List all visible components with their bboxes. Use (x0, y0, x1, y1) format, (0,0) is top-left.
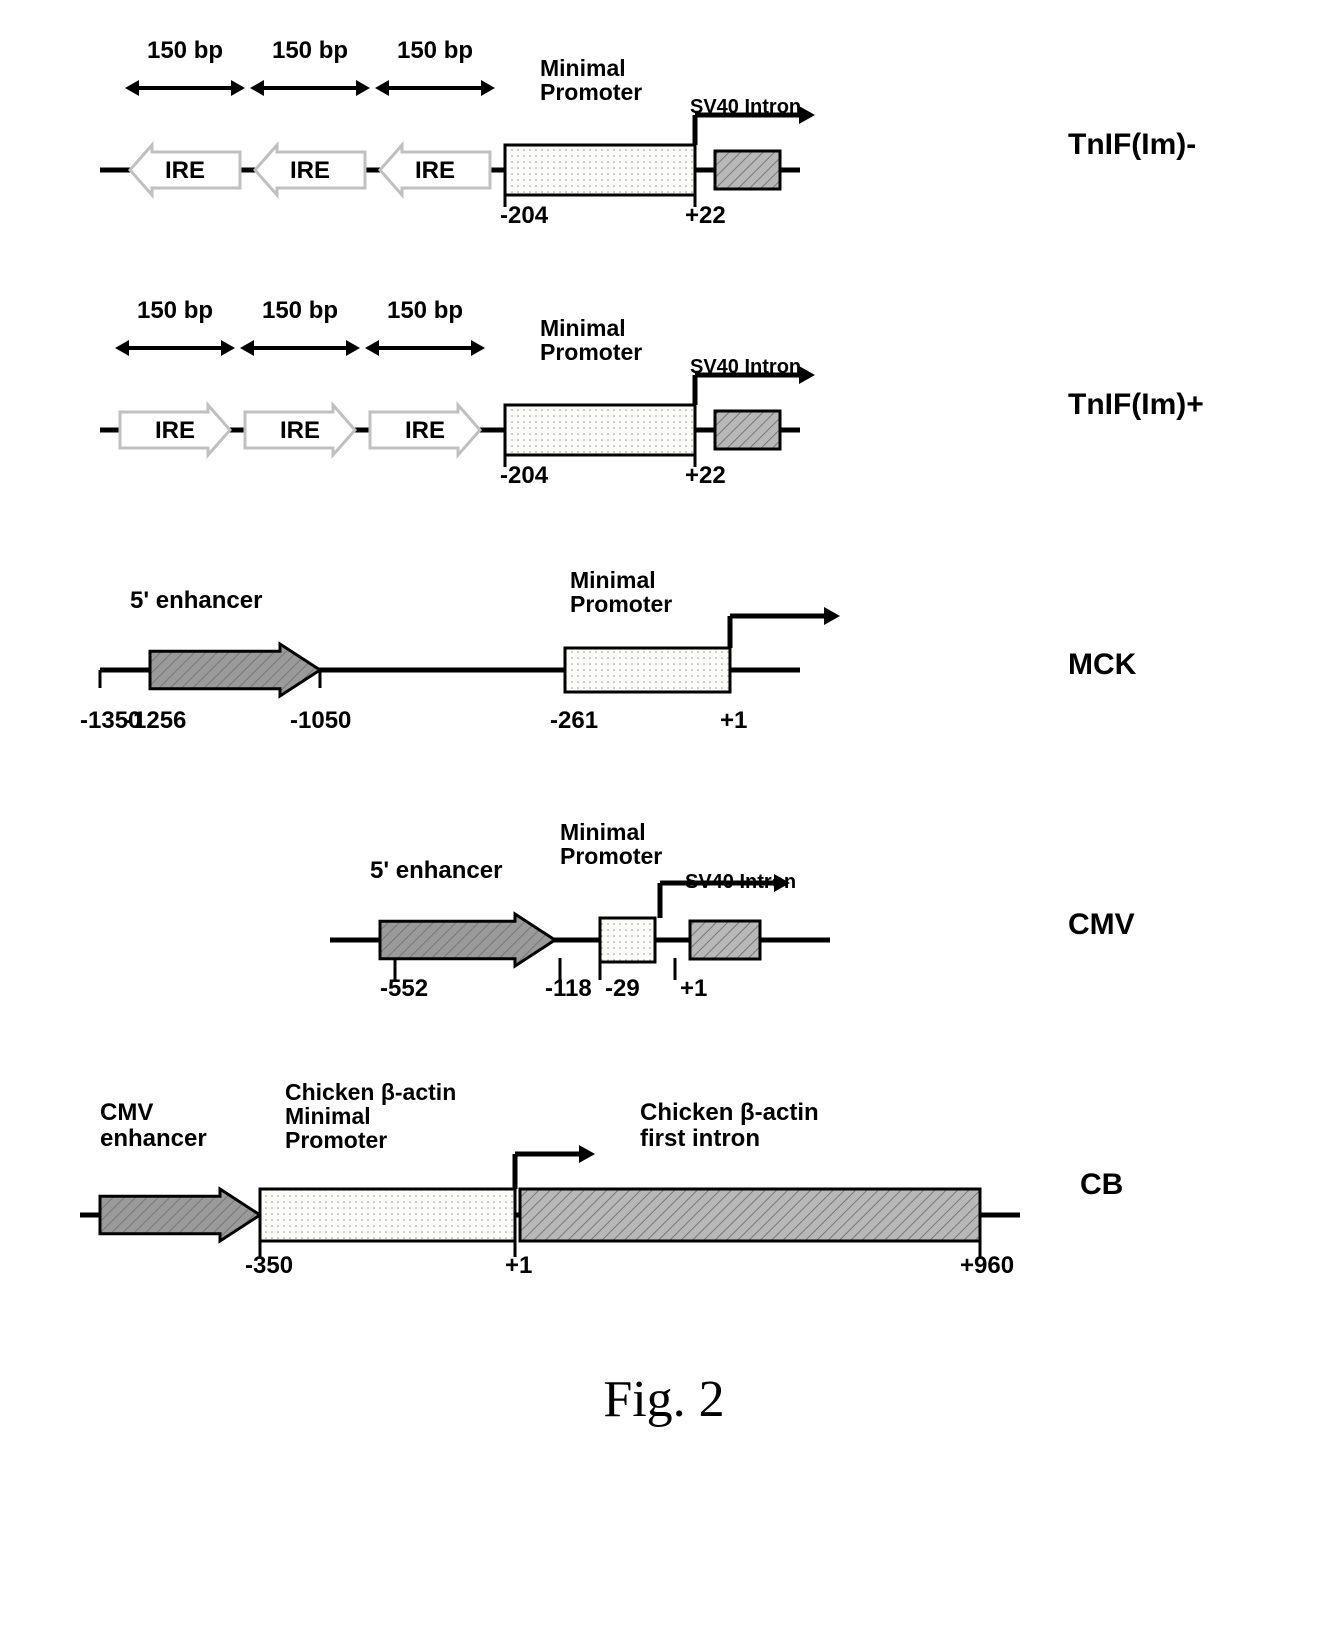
construct-tnif_minus: IRE 150 bp IRE 150 bp IRE 150 bp MinimalPromot… (60, 40, 1268, 250)
svg-text:-552: -552 (380, 975, 428, 1002)
svg-text:IRE: IRE (165, 157, 205, 184)
construct-label-cmv: CMV (1048, 908, 1268, 942)
construct-label-mck: MCK (1048, 648, 1268, 682)
svg-text:IRE: IRE (405, 417, 445, 444)
svg-text:-1050: -1050 (290, 707, 351, 734)
svg-text:-204: -204 (500, 462, 549, 489)
construct-tnif_plus: IRE 150 bp IRE 150 bp IRE 150 bp MinimalPromot… (60, 300, 1268, 510)
svg-text:IRE: IRE (280, 417, 320, 444)
svg-text:5' enhancer: 5' enhancer (130, 587, 262, 614)
svg-text:MinimalPromoter: MinimalPromoter (540, 55, 642, 105)
svg-text:+1: +1 (505, 1252, 532, 1279)
svg-text:-204: -204 (500, 202, 549, 229)
construct-label-cb: CB (1060, 1168, 1268, 1202)
svg-text:150 bp: 150 bp (397, 40, 473, 64)
svg-text:-1256: -1256 (125, 707, 186, 734)
svg-text:+22: +22 (685, 462, 726, 489)
svg-text:MinimalPromoter: MinimalPromoter (540, 315, 642, 365)
construct-mck: 5' enhancerMinimalPromoter-1350-1256-105… (60, 560, 1268, 770)
svg-text:+22: +22 (685, 202, 726, 229)
svg-text:150 bp: 150 bp (147, 40, 223, 64)
svg-text:-118: -118 (545, 975, 592, 1002)
construct-cb: CMVenhancer Chicken β-actinMinimalPromote… (60, 1080, 1268, 1290)
figure-caption: Fig. 2 (60, 1370, 1268, 1429)
svg-text:150 bp: 150 bp (137, 300, 213, 324)
diagram-cb: CMVenhancer Chicken β-actinMinimalPromote… (60, 1080, 1060, 1290)
svg-text:+1: +1 (720, 707, 747, 734)
svg-text:Chicken β-actinfirst intron: Chicken β-actinfirst intron (640, 1099, 819, 1152)
svg-text:IRE: IRE (290, 157, 330, 184)
svg-text:SV40 Intron: SV40 Intron (690, 356, 801, 378)
svg-text:SV40 Intron: SV40 Intron (685, 871, 796, 893)
svg-text:MinimalPromoter: MinimalPromoter (560, 820, 662, 869)
svg-text:-29: -29 (605, 975, 640, 1002)
svg-text:IRE: IRE (415, 157, 455, 184)
construct-cmv: 5' enhancer MinimalPromoter SV40 Intron -55… (60, 820, 1268, 1030)
svg-text:150 bp: 150 bp (262, 300, 338, 324)
svg-text:-350: -350 (245, 1252, 293, 1279)
diagram-cmv: 5' enhancer MinimalPromoter SV40 Intron -55… (60, 820, 1048, 1030)
svg-text:150 bp: 150 bp (387, 300, 463, 324)
construct-label-tnif_minus: TnIF(Im)- (1048, 128, 1268, 162)
svg-text:+1: +1 (680, 975, 707, 1002)
svg-text:150 bp: 150 bp (272, 40, 348, 64)
svg-text:5' enhancer: 5' enhancer (370, 857, 502, 884)
svg-text:IRE: IRE (155, 417, 195, 444)
svg-text:SV40 Intron: SV40 Intron (690, 96, 801, 118)
diagram-tnif_plus: IRE 150 bp IRE 150 bp IRE 150 bp MinimalPromot… (60, 300, 1048, 510)
diagram-tnif_minus: IRE 150 bp IRE 150 bp IRE 150 bp MinimalPromot… (60, 40, 1048, 250)
svg-text:MinimalPromoter: MinimalPromoter (570, 567, 672, 617)
svg-text:CMVenhancer: CMVenhancer (100, 1099, 207, 1152)
svg-text:-261: -261 (550, 707, 598, 734)
svg-text:Chicken β-actinMinimalPromoter: Chicken β-actinMinimalPromoter (285, 1080, 456, 1153)
svg-text:+960: +960 (960, 1252, 1014, 1279)
diagram-mck: 5' enhancerMinimalPromoter-1350-1256-105… (60, 560, 1048, 770)
construct-label-tnif_plus: TnIF(Im)+ (1048, 388, 1268, 422)
